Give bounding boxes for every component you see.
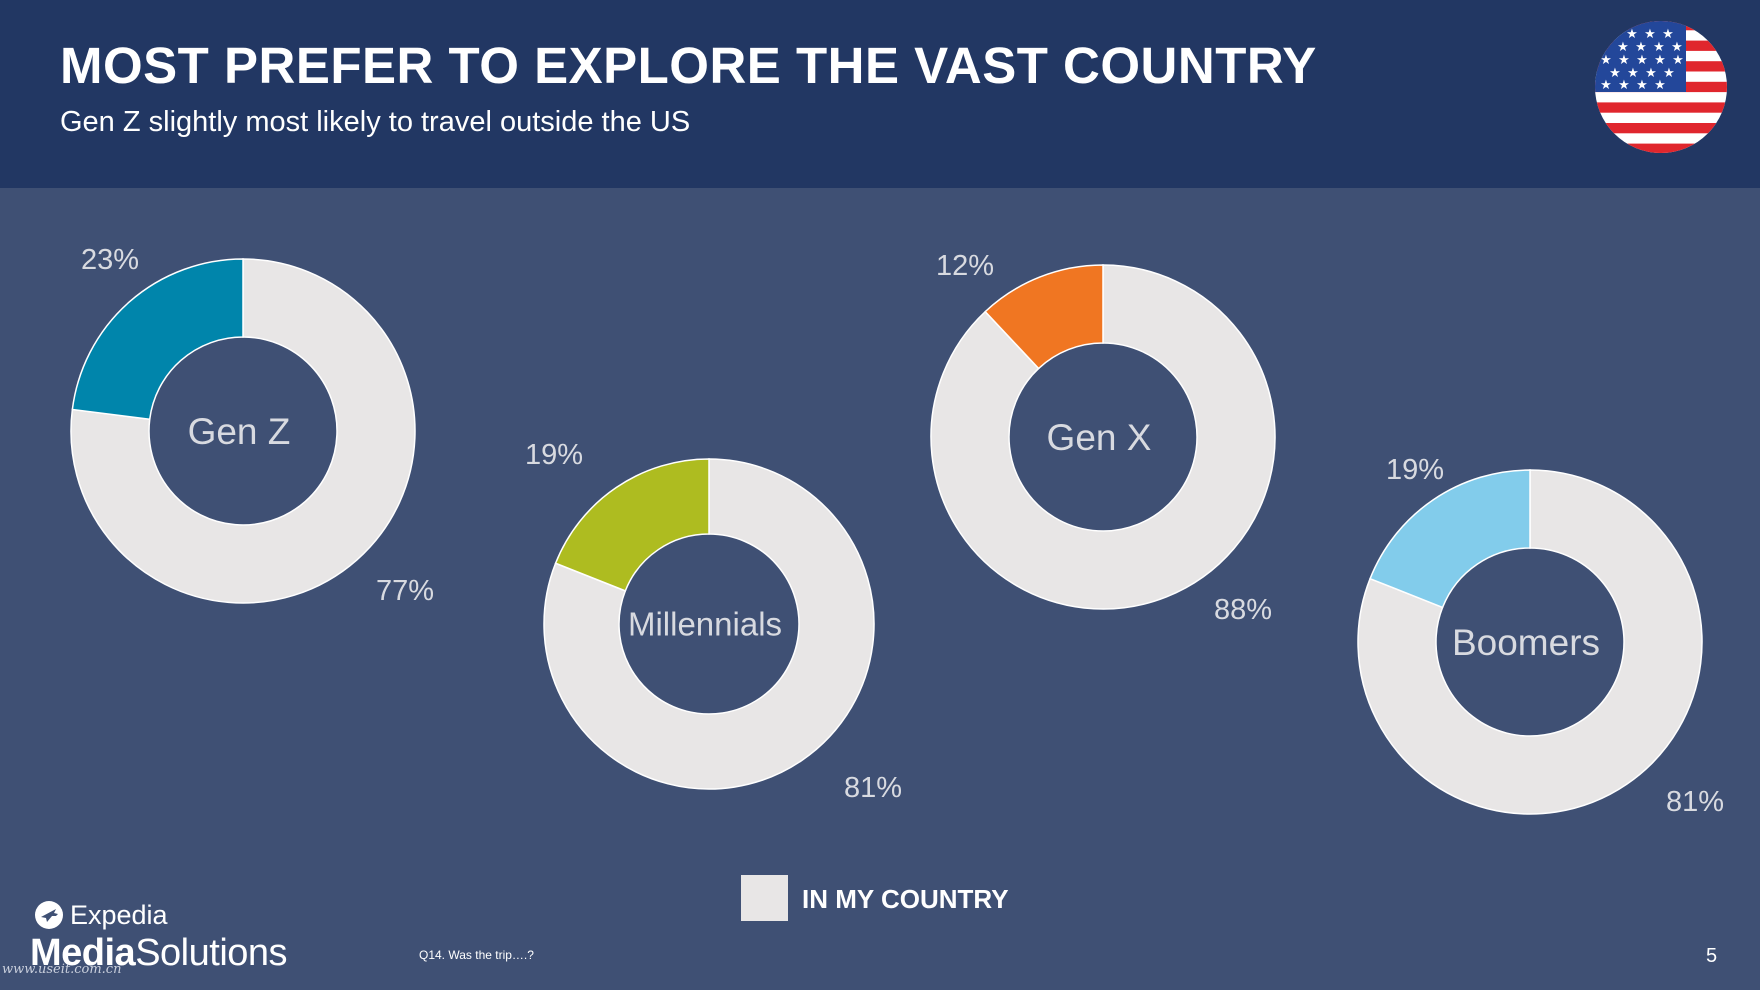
data-label-in-my-country: 81% xyxy=(844,772,902,804)
logo-brand: Expedia xyxy=(70,900,168,930)
data-label-other: 19% xyxy=(525,439,583,471)
us-flag-icon: ★ ★ ★ ★ ★ ★ ★ ★ ★ ★ ★ ★ ★ ★ ★ ★ ★ ★ ★ ★ ★ xyxy=(1595,21,1727,153)
legend-label: IN MY COUNTRY xyxy=(802,884,1009,914)
svg-text:★: ★ xyxy=(1672,53,1684,68)
donut-center-label: Boomers xyxy=(1452,622,1600,663)
svg-text:★: ★ xyxy=(1671,40,1683,55)
donut-slice-in-my-country xyxy=(70,258,416,604)
svg-text:★: ★ xyxy=(1626,27,1638,42)
data-label-in-my-country: 77% xyxy=(376,575,434,607)
donut-center-label: Gen Z xyxy=(188,411,291,452)
page-number: 5 xyxy=(1706,945,1718,967)
donut-slice-in-my-country xyxy=(1357,469,1703,815)
logo-word-solutions: Solutions xyxy=(135,932,288,974)
donut-chart-boomers: Boomers 19% 81% xyxy=(1357,454,1724,818)
donut-slice-other xyxy=(1369,469,1531,609)
donut-center-label: Gen X xyxy=(1047,417,1152,458)
donut-slice-other xyxy=(984,264,1104,370)
header-bar: MOST PREFER TO EXPLORE THE VAST COUNTRY … xyxy=(0,0,1760,188)
expedia-plane-icon xyxy=(35,901,63,929)
svg-text:★: ★ xyxy=(1644,27,1656,42)
svg-text:★: ★ xyxy=(1600,78,1612,93)
donut-center-label: Millennials xyxy=(628,606,782,643)
legend-swatch xyxy=(741,875,788,921)
watermark: www.useit.com.cn xyxy=(2,962,122,977)
svg-text:★: ★ xyxy=(1645,66,1657,81)
data-label-other: 19% xyxy=(1386,454,1444,486)
svg-text:★: ★ xyxy=(1609,66,1621,81)
svg-text:★: ★ xyxy=(1636,53,1648,68)
page-title: MOST PREFER TO EXPLORE THE VAST COUNTRY xyxy=(60,37,1317,94)
svg-text:★: ★ xyxy=(1600,53,1612,68)
svg-text:★: ★ xyxy=(1618,53,1630,68)
logo-word-media: Media xyxy=(30,932,136,974)
svg-text:★: ★ xyxy=(1662,27,1674,42)
svg-text:★: ★ xyxy=(1636,78,1648,93)
donut-chart-gen-z: Gen Z 23% 77% xyxy=(70,244,434,607)
donut-slice-other xyxy=(71,258,244,421)
svg-text:★: ★ xyxy=(1617,40,1629,55)
donut-slice-other xyxy=(554,458,710,592)
svg-text:★: ★ xyxy=(1653,40,1665,55)
donut-chart-millennials: Millennials 19% 81% xyxy=(525,439,902,804)
footnote: Q14. Was the trip….? xyxy=(419,948,534,962)
svg-text:★: ★ xyxy=(1627,66,1639,81)
svg-text:★: ★ xyxy=(1654,53,1666,68)
page-subtitle: Gen Z slightly most likely to travel out… xyxy=(60,106,691,138)
svg-text:★: ★ xyxy=(1654,78,1666,93)
svg-text:★: ★ xyxy=(1663,66,1675,81)
data-label-other: 12% xyxy=(936,250,994,282)
svg-text:★: ★ xyxy=(1635,40,1647,55)
svg-text:★: ★ xyxy=(1618,78,1630,93)
donut-slice-in-my-country xyxy=(930,264,1276,610)
data-label-other: 23% xyxy=(81,244,139,276)
donut-chart-gen-x: Gen X 12% 88% xyxy=(930,250,1276,626)
data-label-in-my-country: 81% xyxy=(1666,786,1724,818)
data-label-in-my-country: 88% xyxy=(1214,594,1272,626)
donut-slice-in-my-country xyxy=(543,458,875,790)
